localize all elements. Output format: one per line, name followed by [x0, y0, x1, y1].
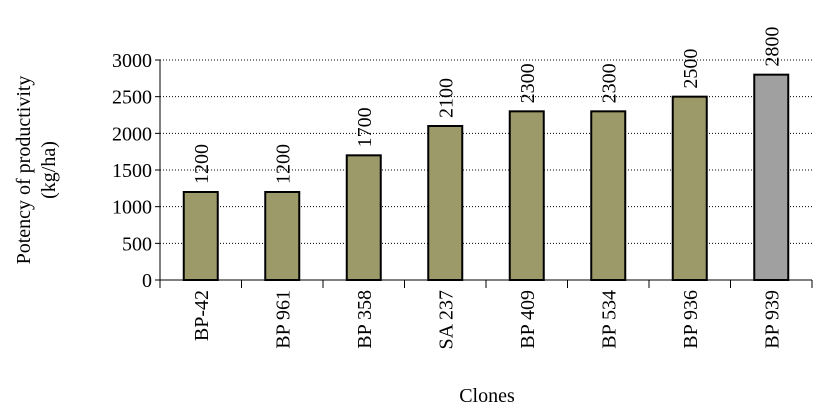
- x-tick-label: BP 409: [517, 290, 539, 349]
- x-tick-label: BP-42: [191, 290, 213, 341]
- x-tick-label: SA 237: [435, 290, 457, 349]
- bar: [508, 110, 545, 282]
- x-tick-label: BP 936: [680, 290, 702, 349]
- y-axis-title: Potency of productivity: [13, 76, 35, 265]
- y-tick-label: 0: [142, 270, 152, 292]
- value-label: 1200: [272, 144, 294, 184]
- bar: [345, 154, 382, 281]
- x-tick-label: BP 961: [272, 290, 294, 349]
- y-tick-label: 1000: [112, 197, 152, 219]
- y-tick-label: 500: [122, 233, 152, 255]
- x-tick-label: BP 358: [354, 290, 376, 349]
- bar: [753, 73, 790, 281]
- value-label: 2100: [435, 78, 457, 118]
- y-tick-label: 3000: [112, 50, 152, 72]
- value-label: 2300: [517, 63, 539, 103]
- bar: [182, 191, 219, 281]
- x-tick-label: BP 534: [598, 290, 620, 349]
- value-label: 2800: [761, 27, 783, 67]
- value-label: 1200: [191, 144, 213, 184]
- bar: [264, 191, 301, 281]
- value-label: 1700: [354, 107, 376, 147]
- x-tick-label: BP 939: [761, 290, 783, 349]
- y-tick-label: 2500: [112, 87, 152, 109]
- value-label: 2500: [680, 49, 702, 89]
- x-axis-title: Clones: [459, 385, 515, 407]
- y-axis-title: (kg/ha): [38, 141, 60, 199]
- bar: [671, 95, 708, 281]
- value-label: 2300: [598, 63, 620, 103]
- bar: [427, 125, 464, 281]
- bar: [590, 110, 627, 282]
- y-tick-label: 1500: [112, 160, 152, 182]
- y-tick-label: 2000: [112, 123, 152, 145]
